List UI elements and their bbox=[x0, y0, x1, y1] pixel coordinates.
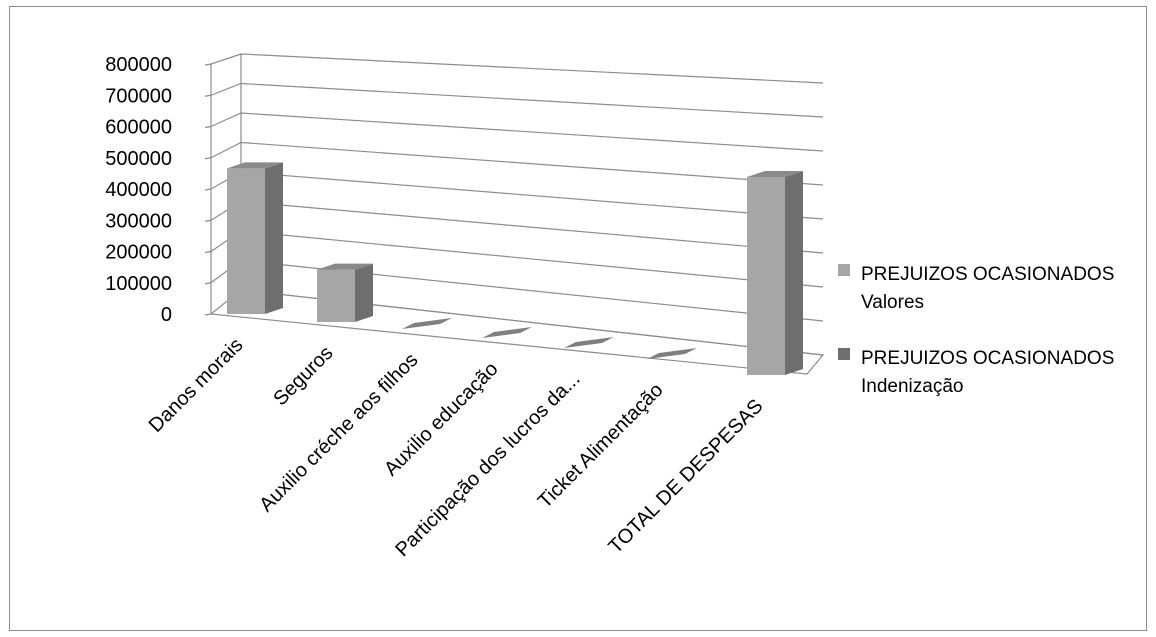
legend-label: Indenização bbox=[861, 376, 963, 397]
bar bbox=[227, 162, 283, 314]
y-tick-label: 800000 bbox=[105, 54, 172, 76]
y-axis-ticks: 0 100000 200000 300000 400000 500000 600000 700… bbox=[105, 54, 212, 326]
legend-item: PREJUIZOS OCASIONADOS Valores bbox=[838, 264, 1114, 313]
bar-flat bbox=[402, 318, 452, 329]
bar bbox=[747, 170, 803, 375]
x-category-label: Participação dos lucros da... bbox=[391, 368, 584, 561]
bar-side bbox=[355, 263, 373, 322]
y-tick-label: 600000 bbox=[105, 117, 172, 139]
legend-label: PREJUIZOS OCASIONADOS bbox=[861, 264, 1114, 285]
chart-frame: 0 100000 200000 300000 400000 500000 600000 700… bbox=[9, 6, 1147, 631]
bar bbox=[647, 348, 697, 359]
gridline bbox=[210, 112, 824, 152]
legend-swatch bbox=[838, 264, 850, 276]
gridline bbox=[210, 53, 824, 84]
y-tick-mark bbox=[204, 63, 212, 66]
y-tick-mark bbox=[204, 157, 212, 160]
y-tick-mark bbox=[204, 125, 212, 129]
bar-chart-3d: 0 100000 200000 300000 400000 500000 600000 700… bbox=[105, 53, 1114, 561]
bar-side bbox=[265, 162, 283, 314]
y-tick-label: 500000 bbox=[105, 148, 172, 170]
bar-top bbox=[317, 263, 373, 270]
bar-top bbox=[227, 162, 283, 169]
gridline bbox=[210, 259, 824, 322]
legend-label: Valores bbox=[861, 292, 924, 313]
x-category-label: Auxilio créche aos filhos bbox=[255, 349, 422, 516]
y-tick-label: 700000 bbox=[105, 85, 172, 107]
y-tick-label: 100000 bbox=[105, 273, 172, 295]
y-tick-mark bbox=[204, 313, 212, 316]
bar bbox=[317, 263, 373, 322]
bar bbox=[564, 337, 614, 348]
x-category-label: Seguros bbox=[269, 342, 337, 410]
chart-walls bbox=[210, 54, 825, 375]
y-tick-label: 200000 bbox=[105, 242, 172, 264]
y-tick-mark bbox=[204, 282, 212, 285]
y-tick-label: 400000 bbox=[105, 179, 172, 201]
x-category-label: Danos morais bbox=[145, 334, 248, 437]
bars bbox=[227, 162, 803, 375]
legend-swatch bbox=[838, 348, 850, 360]
bar-side bbox=[785, 170, 803, 375]
bar-front bbox=[227, 168, 265, 314]
legend-label: PREJUIZOS OCASIONADOS bbox=[861, 348, 1114, 369]
bar bbox=[402, 318, 452, 329]
y-tick-mark bbox=[204, 94, 212, 97]
y-tick-label: 0 bbox=[161, 304, 172, 326]
gridline bbox=[210, 171, 824, 220]
bar-front bbox=[317, 269, 355, 322]
bar bbox=[482, 327, 532, 338]
bar-top bbox=[747, 170, 803, 177]
gridlines bbox=[210, 53, 824, 356]
gridline bbox=[210, 200, 824, 254]
bar-flat bbox=[647, 348, 697, 359]
legend-item: PREJUIZOS OCASIONADOS Indenização bbox=[838, 348, 1114, 397]
y-tick-mark bbox=[204, 219, 212, 222]
bar-flat bbox=[482, 327, 532, 338]
y-tick-label: 300000 bbox=[105, 210, 172, 232]
gridline bbox=[210, 230, 824, 288]
y-tick-mark bbox=[204, 250, 212, 254]
bar-front bbox=[747, 176, 785, 375]
gridline bbox=[210, 82, 824, 118]
y-tick-mark bbox=[204, 188, 212, 191]
bar-flat bbox=[564, 337, 614, 348]
gridline bbox=[210, 141, 824, 186]
